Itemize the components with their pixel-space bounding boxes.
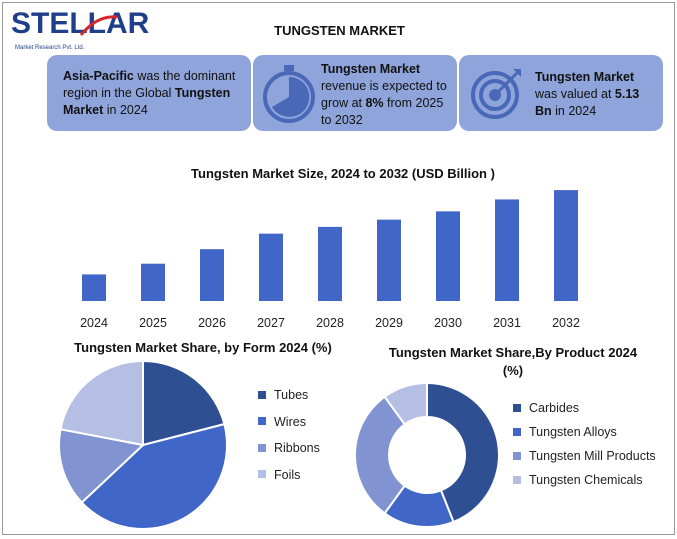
- legend-label: Tubes: [274, 388, 309, 402]
- legend-swatch: [513, 475, 521, 484]
- x-tick-label: 2028: [316, 316, 344, 330]
- bar-2027: [259, 233, 283, 301]
- legend-swatch: [513, 403, 521, 412]
- stopwatch-icon: [263, 65, 315, 123]
- slice-tungsten-mill-products: [354, 395, 407, 515]
- bar-2028: [318, 226, 342, 301]
- bar-2026: [200, 249, 224, 301]
- target-icon: [471, 69, 521, 119]
- legend-label: Ribbons: [274, 441, 320, 455]
- card-text-part: was valued at: [535, 87, 615, 101]
- bar-2032: [554, 190, 578, 301]
- card-text: Tungsten Market was valued at 5.13 Bn in…: [535, 69, 659, 120]
- card-strong: Tungsten Market: [535, 70, 635, 84]
- bar-2030: [436, 211, 460, 301]
- bar-2025: [141, 263, 165, 301]
- card-text-part: in 2024: [551, 104, 597, 118]
- card-text: Asia-Pacific was the dominant region in …: [63, 68, 243, 119]
- card-strong: 8%: [365, 96, 384, 110]
- pie-legend: Tubes Wires Ribbons Foils: [258, 388, 378, 498]
- legend-label: Tungsten Chemicals: [529, 473, 643, 487]
- info-card-growth: Tungsten Market revenue is expected to g…: [253, 55, 457, 131]
- bar-chart-title: Tungsten Market Size, 2024 to 2032 (USD …: [191, 166, 495, 181]
- slice-tubes: [142, 359, 226, 447]
- x-tick-label: 2030: [434, 316, 462, 330]
- x-tick-label: 2032: [552, 316, 580, 330]
- legend-item: Foils: [258, 468, 300, 482]
- card-strong: 5.13 Bn: [535, 87, 640, 118]
- legend-swatch: [513, 451, 521, 460]
- pie-chart: [58, 359, 228, 530]
- legend-swatch: [258, 443, 266, 452]
- x-tick-label: 2026: [198, 316, 226, 330]
- bar-2024: [82, 274, 106, 301]
- legend-swatch: [258, 417, 266, 426]
- slice-carbides: [426, 381, 500, 524]
- donut-chart: [354, 381, 500, 528]
- legend-label: Foils: [274, 467, 301, 482]
- logo-wordmark: STELLAR: [11, 7, 150, 40]
- slice-foils: [59, 359, 144, 447]
- info-card-value: Tungsten Market was valued at 5.13 Bn in…: [459, 55, 663, 131]
- card-text: Tungsten Market revenue is expected to g…: [321, 61, 453, 129]
- card-text-part: was the dominant region in the Global: [63, 69, 236, 100]
- x-tick-label: 2029: [375, 316, 403, 330]
- legend-item: Wires: [258, 415, 306, 429]
- logo-swoosh-icon: [79, 15, 118, 36]
- page-title: TUNGSTEN MARKET: [274, 23, 405, 38]
- x-tick-label: 2027: [257, 316, 285, 330]
- bar-2031: [495, 199, 519, 301]
- legend-item: Tubes: [258, 388, 308, 402]
- legend-label: Tungsten Mill Products: [529, 449, 656, 463]
- legend-label: Carbides: [529, 401, 580, 415]
- card-strong: Tungsten Market: [63, 86, 231, 117]
- slice-wires: [80, 422, 228, 530]
- card-text-part: from 2025 to 2032: [321, 96, 444, 127]
- slice-ribbons: [58, 428, 146, 504]
- bar-2029: [377, 219, 401, 301]
- stellar-logo: STELLAR Market Research Pvt. Ltd.: [11, 7, 149, 57]
- pie-chart-title: Tungsten Market Share, by Form 2024 (%): [74, 340, 332, 355]
- info-card-region: Asia-Pacific was the dominant region in …: [47, 55, 251, 131]
- legend-item: Tungsten Chemicals: [513, 473, 642, 487]
- card-text-part: in 2024: [103, 103, 148, 117]
- card-text-part: revenue is expected to grow at: [321, 79, 447, 110]
- legend-swatch: [258, 470, 266, 479]
- bar-chart: 2024 2025 2026 2027 2028 2029 2030 2031 2032: [80, 190, 580, 330]
- legend-item: Tungsten Alloys: [513, 425, 617, 439]
- legend-swatch: [513, 427, 521, 436]
- x-tick-label: 2024: [80, 316, 108, 330]
- donut-legend: Carbides Tungsten Alloys Tungsten Mill Pro…: [513, 401, 673, 501]
- x-tick-label: 2025: [139, 316, 167, 330]
- legend-swatch: [258, 390, 266, 399]
- legend-label: Wires: [274, 414, 306, 429]
- card-strong: Tungsten Market: [321, 62, 421, 76]
- legend-item: Carbides: [513, 401, 579, 415]
- legend-item: Tungsten Mill Products: [513, 449, 656, 463]
- slice-tungsten-chemicals: [383, 381, 428, 426]
- legend-label: Tungsten Alloys: [529, 425, 617, 439]
- logo-subtitle: Market Research Pvt. Ltd.: [15, 45, 85, 51]
- card-strong: Asia-Pacific: [63, 69, 134, 83]
- donut-chart-title: Tungsten Market Share,By Product 2024 (%…: [388, 345, 638, 378]
- x-tick-label: 2031: [493, 316, 521, 330]
- legend-item: Ribbons: [258, 441, 320, 455]
